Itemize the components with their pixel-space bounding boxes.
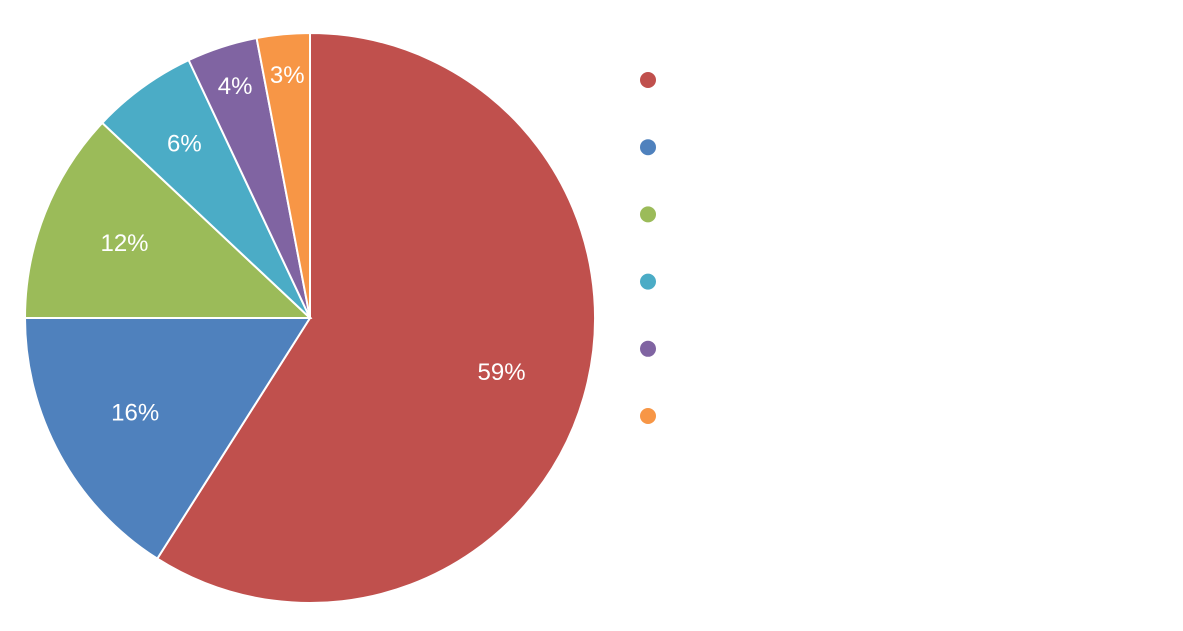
pie-slice xyxy=(255,31,311,319)
data-label: 59% xyxy=(478,359,526,386)
data-label: 16% xyxy=(111,399,159,426)
pie-slice xyxy=(23,317,312,561)
legend-marker xyxy=(640,139,656,156)
data-label: 3% xyxy=(270,62,305,89)
legend-marker xyxy=(640,408,656,424)
data-label: 4% xyxy=(218,73,253,100)
legend-marker xyxy=(640,72,656,88)
legend-marker xyxy=(640,273,656,290)
pie-slice xyxy=(155,31,596,604)
legend-marker xyxy=(640,340,656,357)
data-label: 12% xyxy=(100,230,148,257)
legend-marker xyxy=(640,206,656,223)
data-label: 6% xyxy=(167,130,202,157)
pie-slice xyxy=(23,121,313,319)
